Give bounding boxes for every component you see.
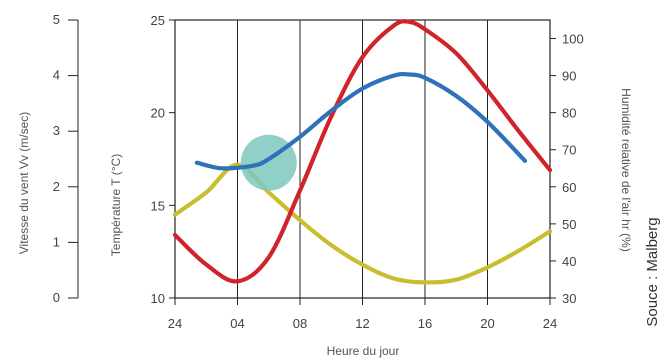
temperature-tick-label: 10 [151,291,165,306]
temperature-tick-label: 20 [151,106,165,121]
source-credit: Souce : Malberg [644,217,661,326]
humidity-tick-label: 60 [562,180,576,195]
wind-tick-label: 0 [53,290,60,305]
x-tick-label: 08 [293,316,307,331]
wind-series-line [172,162,553,285]
temperature-axis: 10 15 20 25 [151,13,175,306]
humidity-tick-label: 50 [562,217,576,232]
wind-speed-axis: 0 1 2 3 4 5 [53,12,79,305]
humidity-axis-title: Humidité relative de l'air hr (%) [619,88,633,252]
x-tick-label: 04 [230,316,244,331]
humidity-tick-label: 40 [562,254,576,269]
x-axis-title: Heure du jour [327,344,400,358]
x-tick-label: 20 [480,316,494,331]
humidity-tick-label: 80 [562,106,576,121]
temperature-tick-label: 25 [151,13,165,28]
wind-tick-label: 4 [53,68,60,83]
humidity-series-line [194,71,528,171]
plot-area [172,19,553,299]
humidity-tick-label: 70 [562,143,576,158]
wind-tick-label: 5 [53,12,60,27]
temperature-axis-title: Température T (°C) [109,154,123,256]
temperature-series-line [172,19,553,284]
x-tick-label: 12 [355,316,369,331]
wind-tick-label: 1 [53,234,60,249]
x-tick-label: 24 [168,316,182,331]
temperature-tick-label: 15 [151,198,165,213]
humidity-tick-label: 30 [562,291,576,306]
humidity-tick-label: 90 [562,69,576,84]
humidity-axis: 30 40 50 60 70 80 90 100 [550,32,584,306]
humidity-tick-label: 100 [562,32,584,47]
x-tick-label: 16 [418,316,432,331]
x-axis: 24 04 08 12 16 20 24 [168,298,557,331]
wind-tick-label: 2 [53,179,60,194]
wind-tick-label: 3 [53,123,60,138]
x-tick-label: 24 [543,316,557,331]
wind-axis-title: Vitesse du vent Vv (m/sec) [17,112,31,255]
